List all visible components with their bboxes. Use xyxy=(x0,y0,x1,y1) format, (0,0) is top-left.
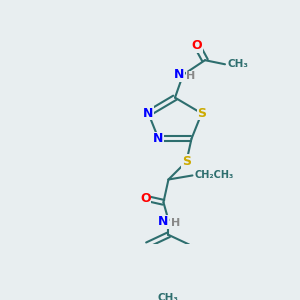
Text: N: N xyxy=(153,132,164,145)
Text: N: N xyxy=(143,107,154,120)
Text: S: S xyxy=(197,107,206,120)
Text: H: H xyxy=(186,71,196,82)
Text: CH₃: CH₃ xyxy=(158,292,179,300)
Text: O: O xyxy=(192,39,202,52)
Text: CH₃: CH₃ xyxy=(227,59,248,69)
Text: H: H xyxy=(171,218,180,228)
Text: O: O xyxy=(140,192,151,205)
Text: CH₂CH₃: CH₂CH₃ xyxy=(194,170,234,180)
Text: S: S xyxy=(182,155,191,168)
Text: N: N xyxy=(174,68,184,81)
Text: N: N xyxy=(158,215,169,228)
